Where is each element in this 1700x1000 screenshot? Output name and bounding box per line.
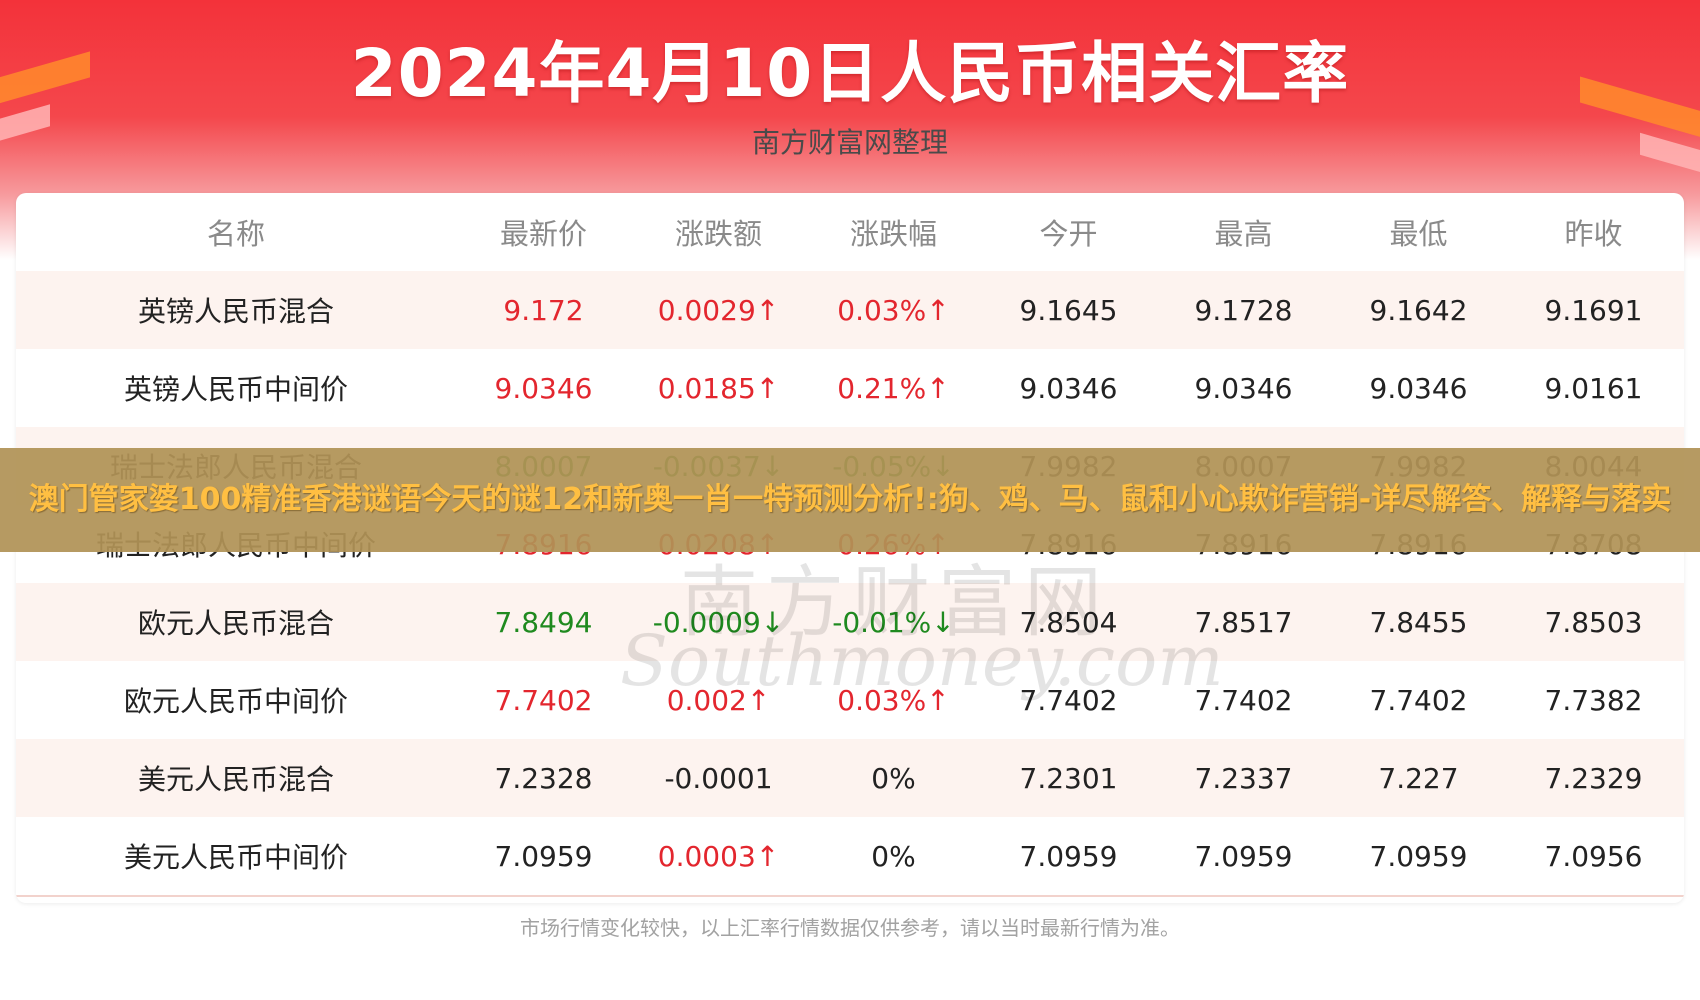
high-price: 7.0959 [1194,839,1293,873]
open-price: 9.1645 [1019,293,1118,327]
prev-close: 7.2329 [1544,761,1643,795]
pair-name: 欧元人民币混合 [137,607,334,640]
page-subtitle: 南方财富网整理 [751,126,948,159]
change-amount: 0.0029↑ [657,293,780,327]
high-price: 7.7402 [1194,683,1293,717]
low-price: 9.0346 [1369,371,1468,405]
overlay-banner-text: 澳门管家婆100精准香港谜语今天的谜12和新奥一肖一特预测分析!:狗、鸡、马、鼠… [28,482,1672,517]
table-row: 欧元人民币中间价 7.7402 0.002↑ 0.03%↑ 7.7402 7.7… [16,661,1684,739]
change-percent: 0.21%↑ [837,371,950,405]
table-row: 美元人民币中间价 7.0959 0.0003↑ 0% 7.0959 7.0959… [16,817,1684,895]
low-price: 7.7402 [1369,683,1468,717]
pair-name: 美元人民币混合 [137,763,334,796]
prev-close: 9.0161 [1544,371,1643,405]
pair-name: 英镑人民币混合 [137,295,334,328]
prev-close: 7.0956 [1544,839,1643,873]
change-percent: 0% [871,839,916,873]
low-price: 9.1642 [1369,293,1468,327]
low-price: 7.227 [1378,761,1459,795]
column-header-latest: 最新价 [499,217,587,251]
change-percent: 0% [871,761,916,795]
latest-price: 7.8494 [494,605,593,639]
open-price: 7.8504 [1019,605,1118,639]
change-percent: -0.01%↓ [832,605,955,639]
prev-close: 7.8503 [1544,605,1643,639]
latest-price: 7.0959 [494,839,593,873]
low-price: 7.0959 [1369,839,1468,873]
high-price: 9.0346 [1194,371,1293,405]
open-price: 7.7402 [1019,683,1118,717]
column-header-open: 今开 [1039,217,1098,251]
table-row: 英镑人民币中间价 9.0346 0.0185↑ 0.21%↑ 9.0346 9.… [16,349,1684,427]
column-header-prev-close: 昨收 [1564,217,1623,251]
pair-name: 英镑人民币中间价 [123,373,348,406]
table-row: 英镑人民币混合 9.172 0.0029↑ 0.03%↑ 9.1645 9.17… [16,271,1684,349]
prev-close: 7.7382 [1544,683,1643,717]
pair-name: 美元人民币中间价 [123,841,348,874]
change-amount: 0.0185↑ [657,371,780,405]
change-amount: 0.002↑ [666,683,771,717]
change-amount: -0.0009↓ [652,605,785,639]
low-price: 7.8455 [1369,605,1468,639]
latest-price: 9.0346 [494,371,593,405]
rate-table: 名称 最新价 涨跌额 涨跌幅 今开 最高 最低 昨收 英镑人民币混合 9.172… [16,193,1684,903]
column-header-high: 最高 [1214,217,1273,251]
high-price: 7.2337 [1194,761,1293,795]
latest-price: 7.7402 [494,683,593,717]
latest-price: 9.172 [503,293,584,327]
open-price: 7.2301 [1019,761,1118,795]
page-title: 2024年4月10日人民币相关汇率 [350,35,1350,112]
column-header-low: 最低 [1389,217,1448,251]
change-percent: 0.03%↑ [837,293,950,327]
high-price: 7.8517 [1194,605,1293,639]
prev-close: 9.1691 [1544,293,1643,327]
column-header-name: 名称 [206,217,265,251]
overlay-banner: 澳门管家婆100精准香港谜语今天的谜12和新奥一肖一特预测分析!:狗、鸡、马、鼠… [0,448,1700,552]
table-bottom-divider [16,895,1684,897]
latest-price: 7.2328 [494,761,593,795]
open-price: 9.0346 [1019,371,1118,405]
change-amount: 0.0003↑ [657,839,780,873]
table-header-row: 名称 最新价 涨跌额 涨跌幅 今开 最高 最低 昨收 [16,193,1684,271]
table-row: 美元人民币混合 7.2328 -0.0001 0% 7.2301 7.2337 … [16,739,1684,817]
table-row: 欧元人民币混合 7.8494 -0.0009↓ -0.01%↓ 7.8504 7… [16,583,1684,661]
open-price: 7.0959 [1019,839,1118,873]
high-price: 9.1728 [1194,293,1293,327]
change-amount: -0.0001 [664,761,773,795]
change-percent: 0.03%↑ [837,683,950,717]
column-header-change-pct: 涨跌幅 [849,217,937,251]
disclaimer-text: 市场行情变化较快，以上汇率行情数据仅供参考，请以当时最新行情为准。 [520,916,1180,940]
pair-name: 欧元人民币中间价 [123,685,348,718]
column-header-change: 涨跌额 [674,217,762,251]
